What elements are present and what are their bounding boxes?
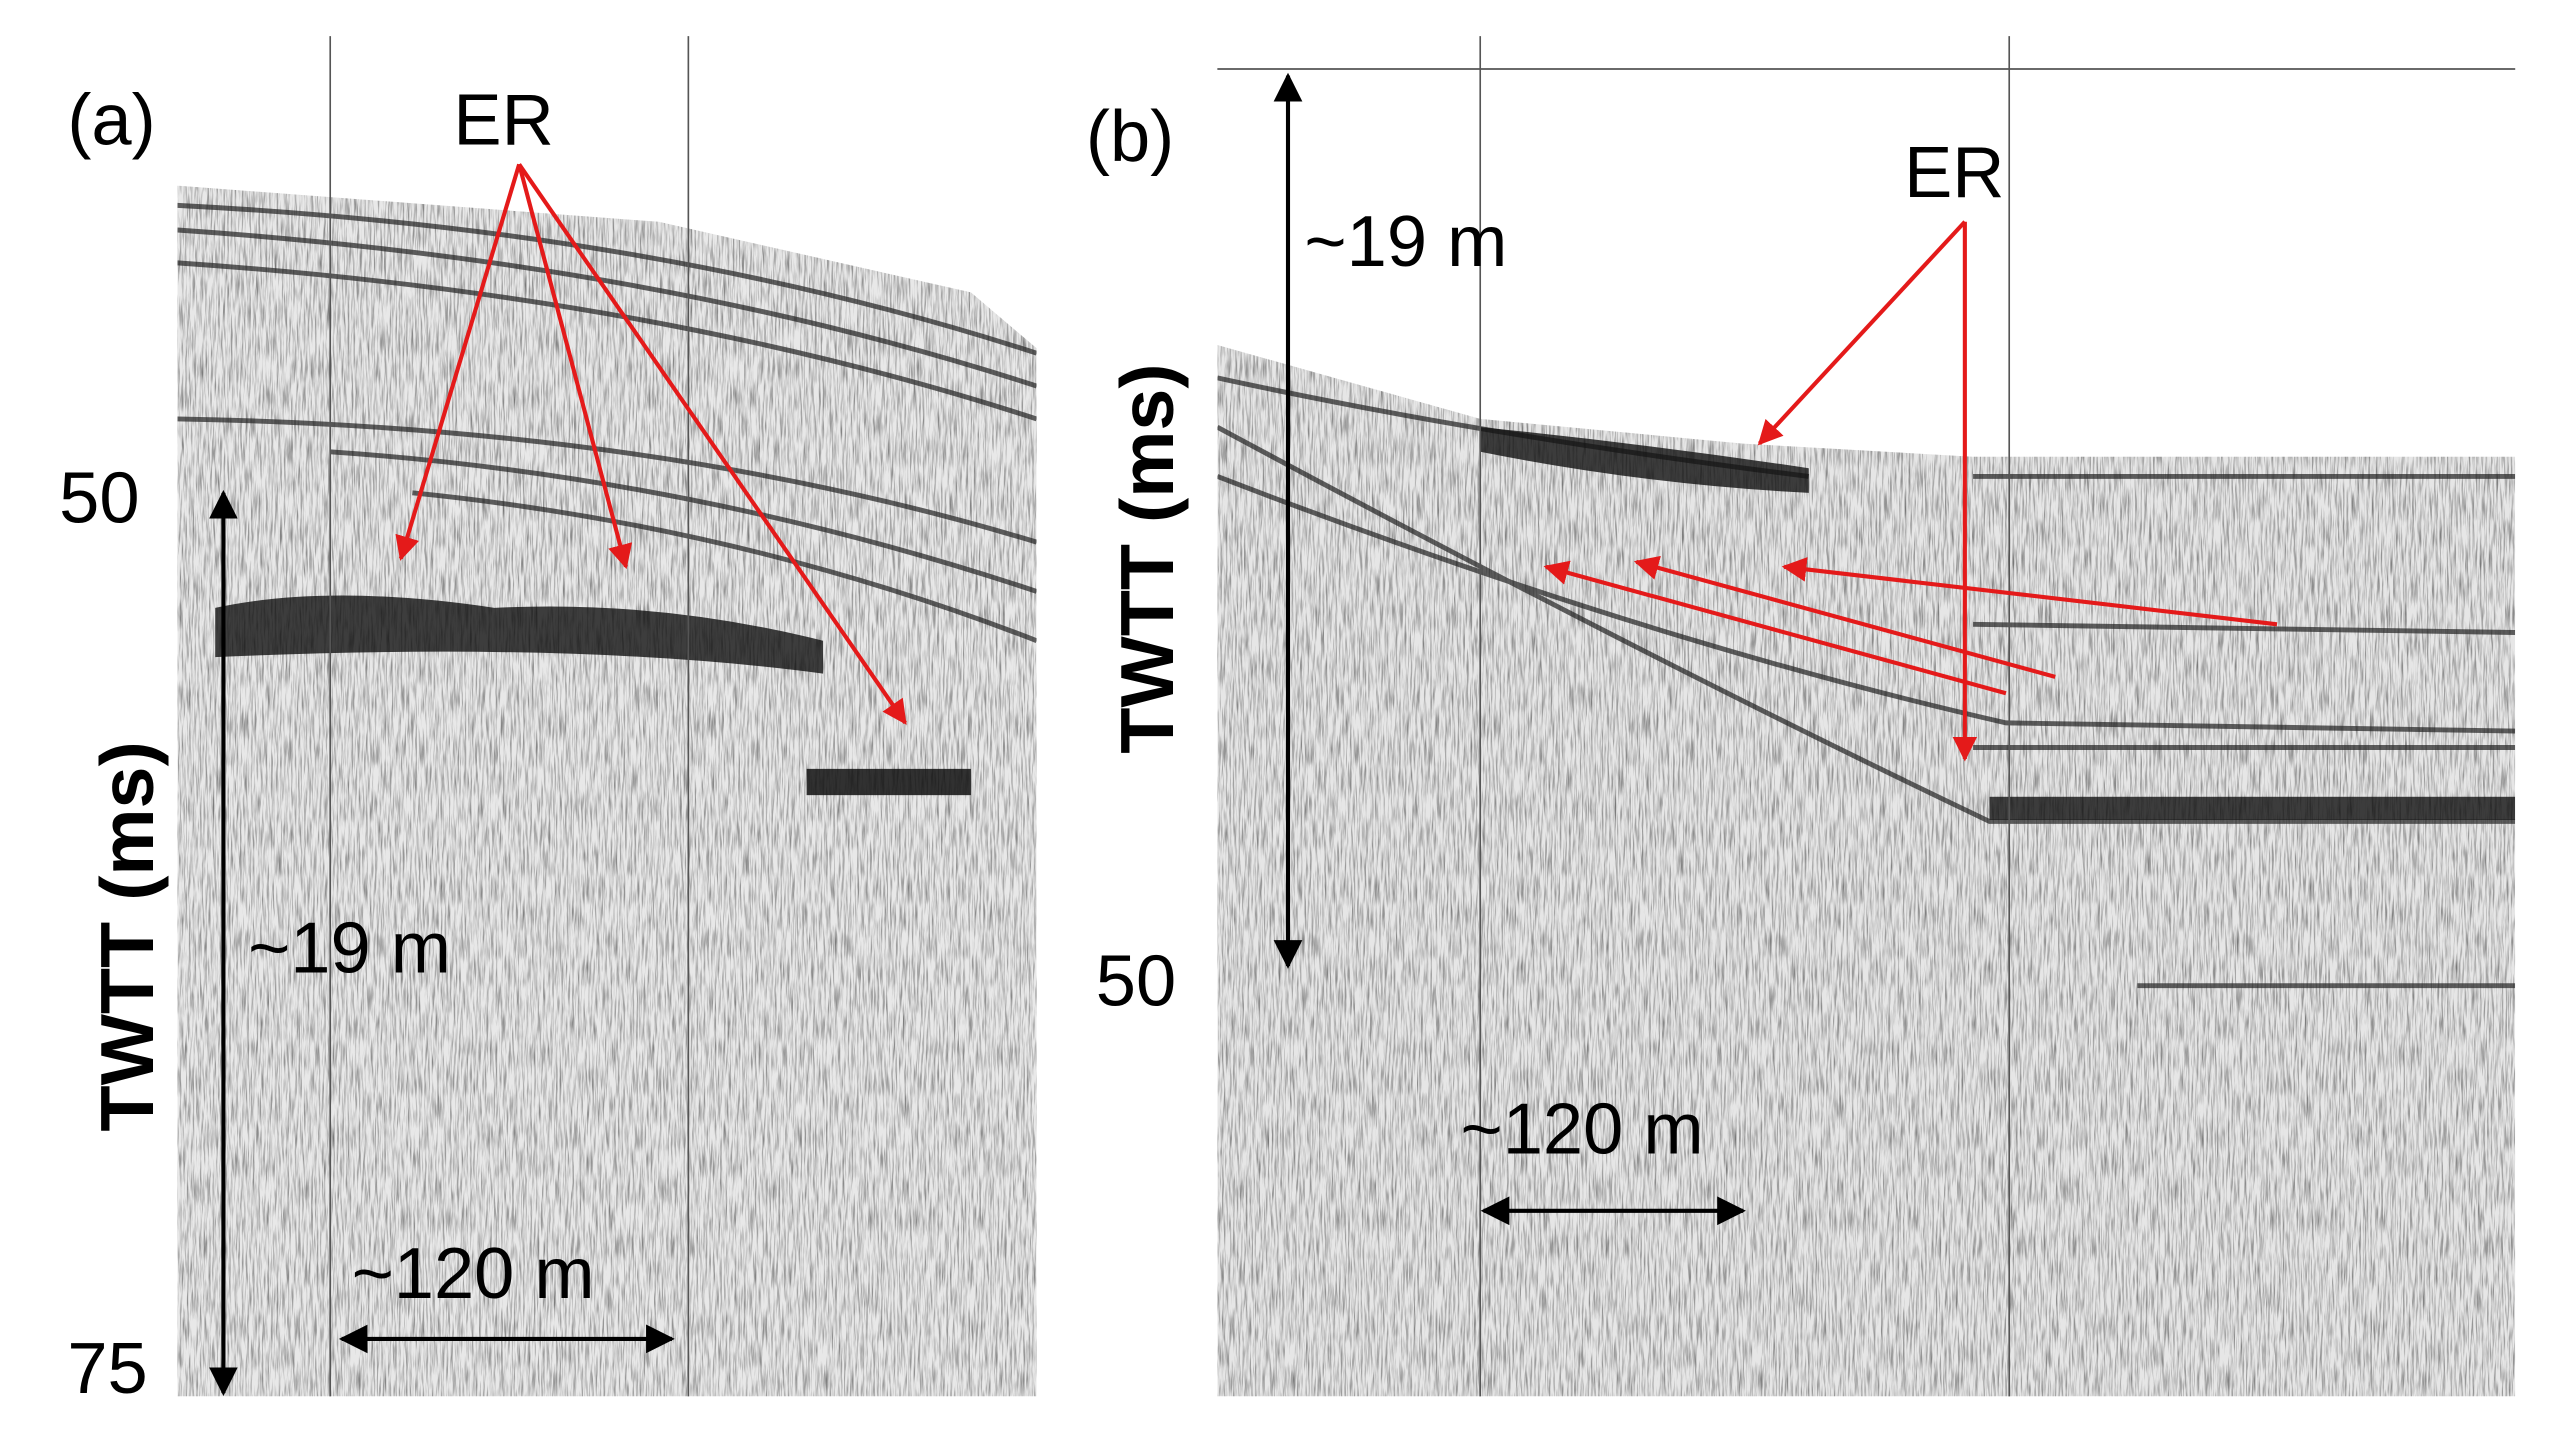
vertical-scale-label: ~19 m	[248, 909, 451, 989]
tick-label: 75	[67, 1329, 147, 1409]
axis-label: TWTT (ms)	[86, 741, 170, 1131]
tick-label: 50	[1096, 941, 1176, 1021]
er-arrow	[1543, 560, 2007, 696]
er-arrow	[1633, 555, 2056, 679]
er-arrow	[517, 163, 907, 725]
er-arrow	[395, 163, 522, 561]
vertical-scale-label: ~19 m	[1304, 202, 1507, 282]
er-label: ER	[453, 81, 553, 161]
horizontal-scale-label: ~120 m	[1461, 1089, 1704, 1169]
er-arrow	[1781, 557, 2278, 627]
panel-label: (a)	[67, 81, 155, 161]
seismic-image-a	[177, 185, 1037, 1397]
panel-label: (b)	[1086, 97, 1174, 177]
horizontal-scale-label: ~120 m	[352, 1234, 595, 1314]
er-arrow	[517, 163, 633, 570]
er-arrow	[1757, 220, 1967, 446]
tick-label: 50	[59, 458, 139, 538]
axis-label: TWTT (ms)	[1106, 363, 1190, 753]
er-arrows	[395, 163, 2278, 762]
er-label: ER	[1904, 133, 2004, 213]
seismic-image-b	[1217, 345, 2516, 1397]
